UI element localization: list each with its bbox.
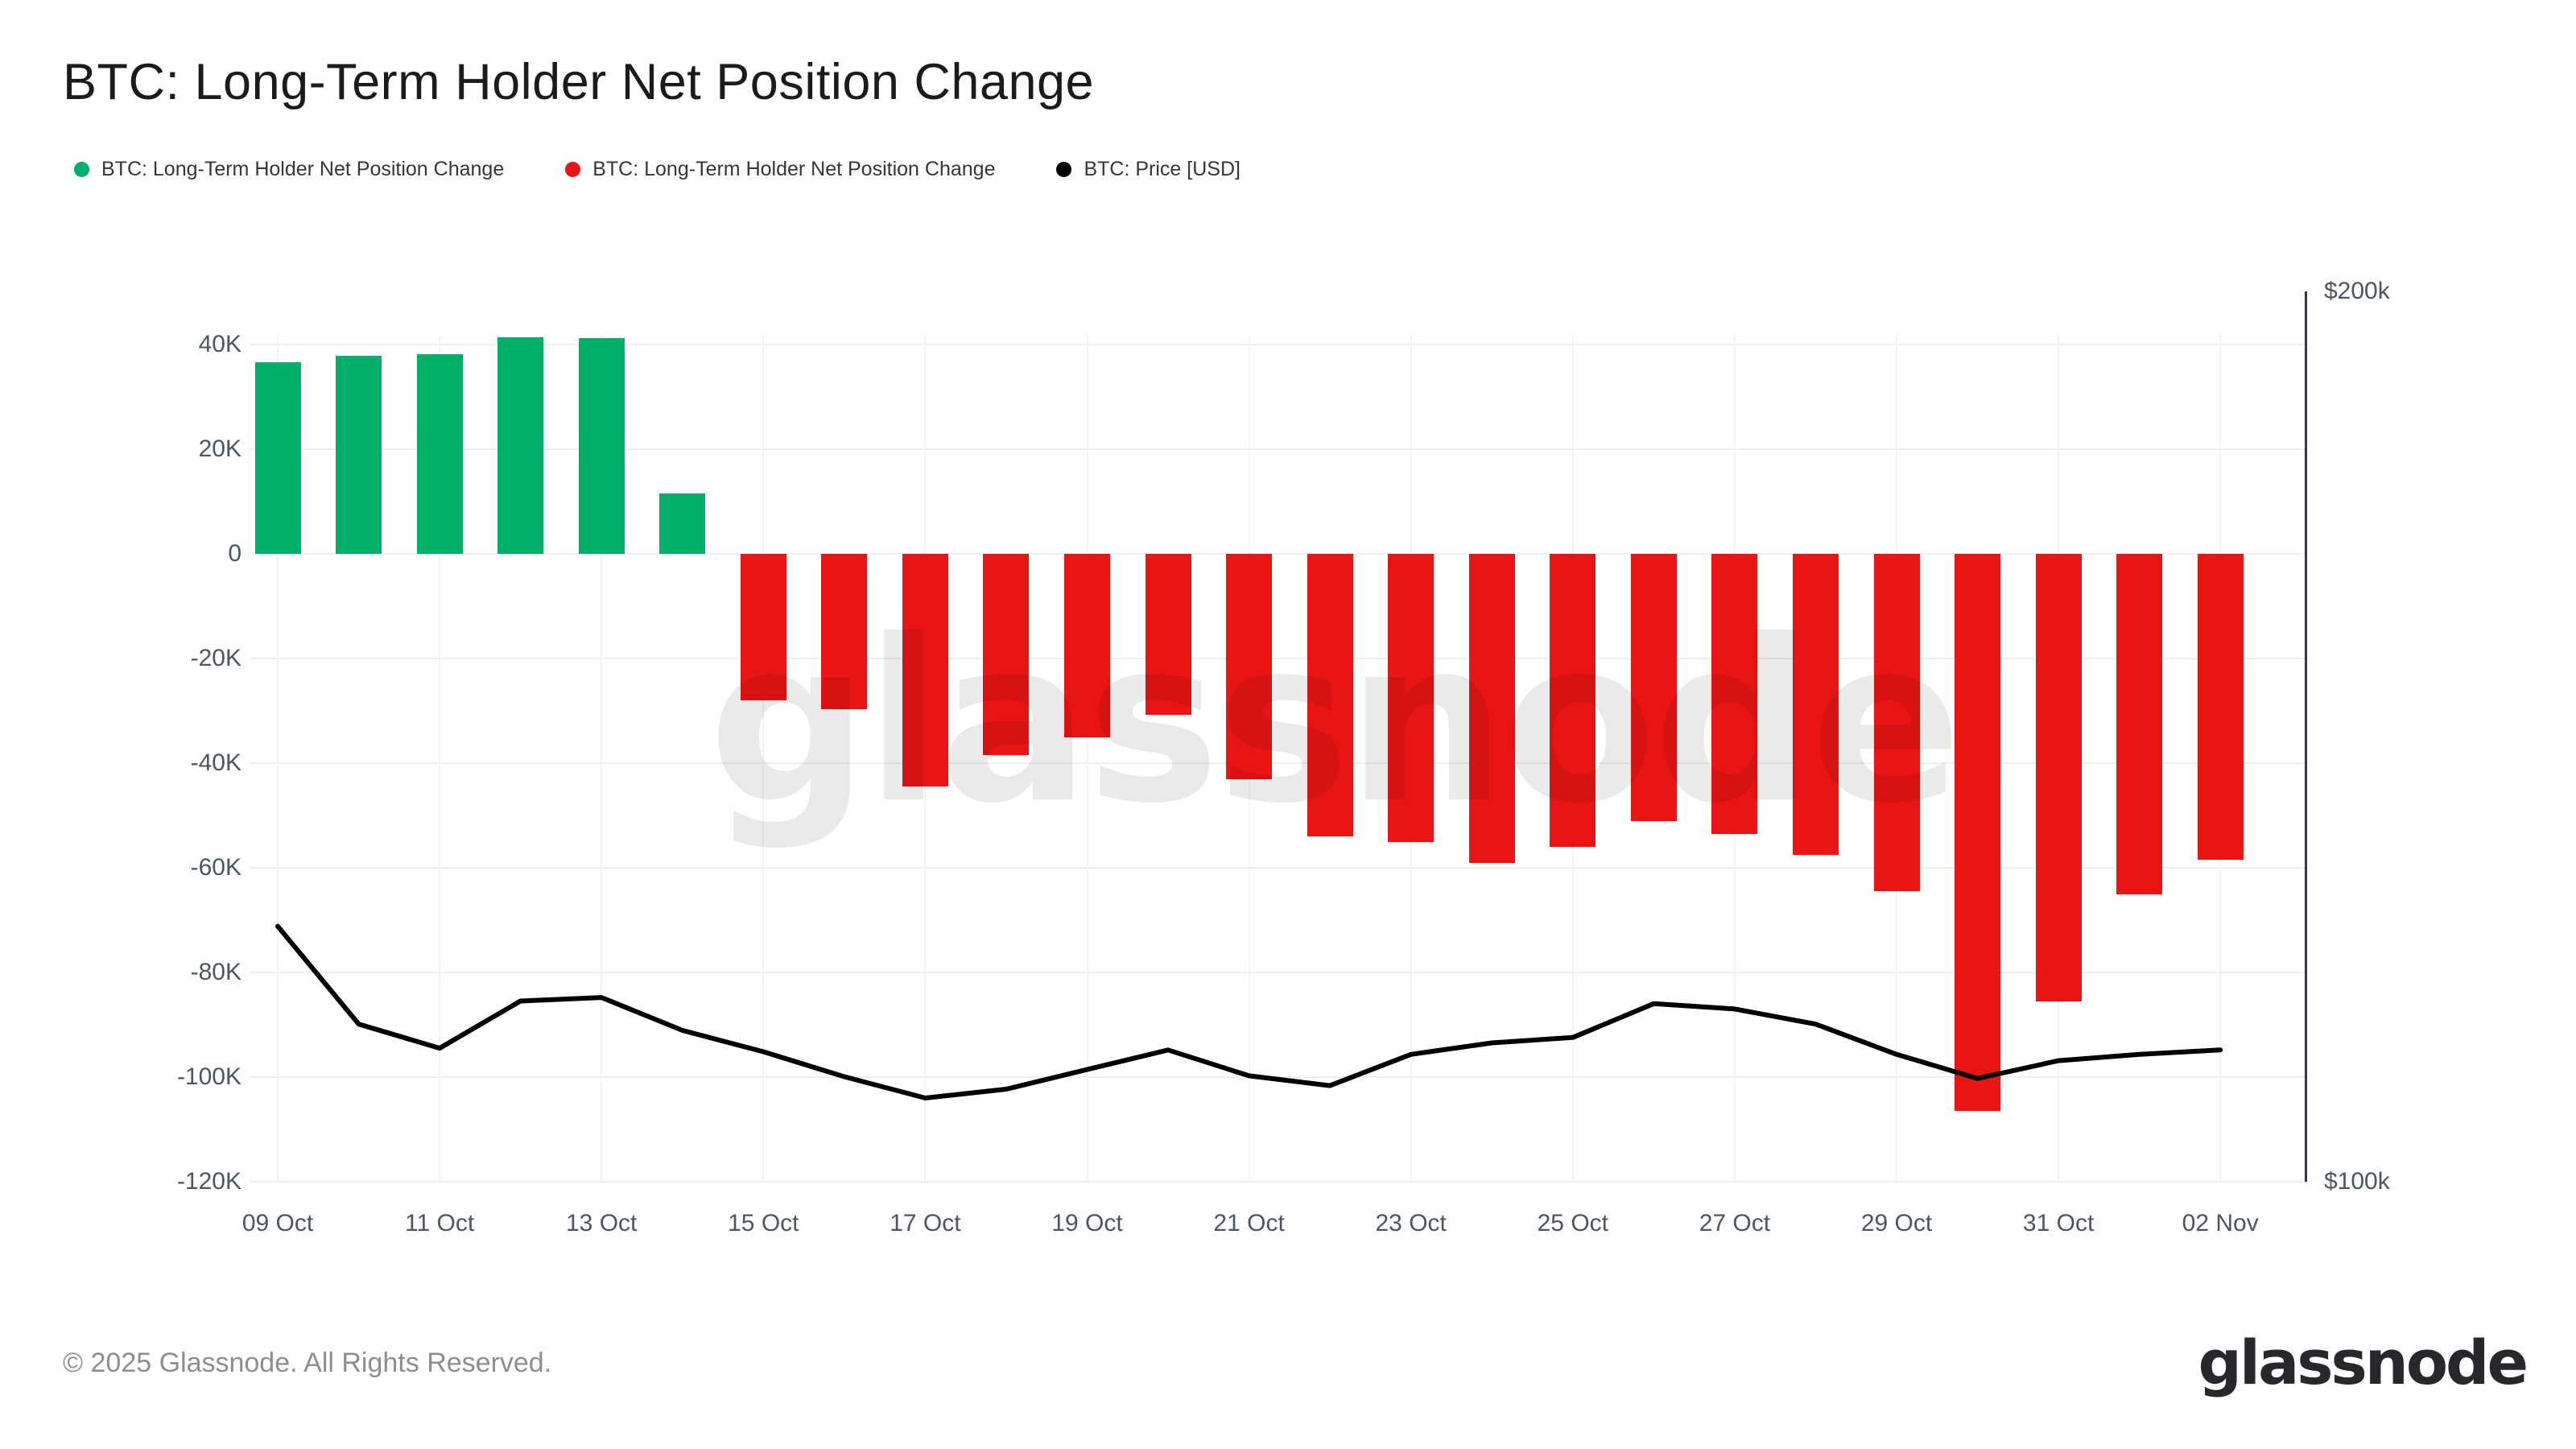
bar-28-oct[interactable]: [1792, 554, 1839, 855]
gridline-h: [250, 972, 2306, 973]
bar-31-oct[interactable]: [2035, 554, 2082, 1001]
left-axis-tick-label: -60K: [190, 854, 242, 881]
gridline-h: [250, 448, 2306, 450]
legend-label: BTC: Price [USD]: [1084, 158, 1241, 180]
legend-dot-icon: [565, 162, 581, 177]
gridline-v: [762, 334, 765, 1182]
bar-11-oct[interactable]: [416, 353, 463, 554]
bar-15-oct[interactable]: [740, 554, 786, 700]
legend-dot-icon: [1056, 162, 1072, 177]
gridline-h: [250, 1181, 2306, 1183]
bar-12-oct[interactable]: [497, 336, 544, 554]
legend-dot-icon: [74, 162, 89, 177]
right-axis-spine: [2305, 291, 2307, 1182]
right-axis-tick-label: $200k: [2324, 278, 2390, 304]
x-axis-tick-label: 25 Oct: [1537, 1210, 1608, 1236]
legend-item-0[interactable]: BTC: Long-Term Holder Net Position Chang…: [74, 158, 504, 181]
gridline-h: [250, 867, 2306, 869]
bar-24-oct[interactable]: [1468, 554, 1515, 863]
bar-01-nov[interactable]: [2116, 554, 2163, 894]
bar-22-oct[interactable]: [1307, 554, 1353, 836]
page-title: BTC: Long-Term Holder Net Position Chang…: [63, 54, 1095, 110]
legend-item-1[interactable]: BTC: Long-Term Holder Net Position Chang…: [565, 158, 995, 181]
legend-item-2[interactable]: BTC: Price [USD]: [1056, 158, 1241, 181]
bar-09-oct[interactable]: [254, 362, 301, 554]
left-axis-tick-label: -120K: [176, 1168, 242, 1195]
legend-label: BTC: Long-Term Holder Net Position Chang…: [592, 158, 996, 180]
gridline-h: [250, 344, 2306, 345]
bar-23-oct[interactable]: [1388, 554, 1435, 842]
gridline-v: [277, 334, 279, 1182]
x-axis-tick-label: 23 Oct: [1375, 1210, 1447, 1236]
bar-02-nov[interactable]: [2197, 554, 2244, 861]
x-axis-tick-label: 29 Oct: [1860, 1210, 1933, 1236]
gridline-v: [439, 334, 441, 1182]
gridline-h: [250, 762, 2306, 764]
left-axis-tick-label: -20K: [190, 645, 242, 671]
bar-19-oct[interactable]: [1064, 554, 1110, 737]
x-axis-tick-label: 02 Nov: [2182, 1210, 2259, 1236]
gridline-h: [250, 658, 2306, 659]
gridline-h: [250, 553, 2306, 555]
x-axis-tick-label: 19 Oct: [1051, 1210, 1123, 1236]
copyright-text: © 2025 Glassnode. All Rights Reserved.: [63, 1348, 552, 1378]
bar-26-oct[interactable]: [1630, 554, 1677, 821]
legend: BTC: Long-Term Holder Net Position Chang…: [74, 158, 1241, 181]
legend-label: BTC: Long-Term Holder Net Position Chang…: [101, 158, 505, 180]
bar-17-oct[interactable]: [902, 554, 948, 786]
glassnode-logo: glassnode: [2198, 1327, 2529, 1398]
bar-13-oct[interactable]: [578, 338, 625, 554]
gridline-v: [1086, 334, 1088, 1182]
x-axis-tick-label: 17 Oct: [890, 1210, 961, 1236]
left-axis-tick-label: 20K: [198, 436, 242, 462]
bar-30-oct[interactable]: [1955, 554, 2001, 1112]
x-axis-tick-label: 27 Oct: [1699, 1210, 1771, 1236]
bar-16-oct[interactable]: [821, 554, 868, 710]
x-axis-tick-label: 09 Oct: [242, 1210, 314, 1236]
gridline-v: [601, 334, 603, 1182]
left-axis-tick-label: 0: [228, 540, 242, 567]
price-line[interactable]: [275, 923, 2223, 1100]
bar-14-oct[interactable]: [659, 493, 706, 554]
left-axis-tick-label: 40K: [198, 331, 242, 357]
x-axis-tick-label: 15 Oct: [728, 1210, 799, 1236]
bar-25-oct[interactable]: [1550, 554, 1596, 847]
bar-27-oct[interactable]: [1711, 554, 1758, 834]
left-axis-tick-label: -40K: [190, 749, 242, 776]
x-axis-tick-label: 11 Oct: [405, 1210, 475, 1236]
bar-21-oct[interactable]: [1226, 554, 1273, 779]
bar-18-oct[interactable]: [983, 554, 1030, 756]
bar-29-oct[interactable]: [1873, 554, 1920, 892]
right-axis-tick-label: $100k: [2324, 1168, 2390, 1195]
bar-20-oct[interactable]: [1145, 554, 1191, 715]
x-axis-tick-label: 31 Oct: [2022, 1210, 2095, 1236]
x-axis-tick-label: 13 Oct: [566, 1210, 638, 1236]
left-axis-tick-label: -100K: [176, 1063, 242, 1090]
bar-10-oct[interactable]: [336, 356, 382, 554]
x-axis-tick-label: 21 Oct: [1213, 1210, 1285, 1236]
left-axis-tick-label: -80K: [190, 959, 242, 985]
